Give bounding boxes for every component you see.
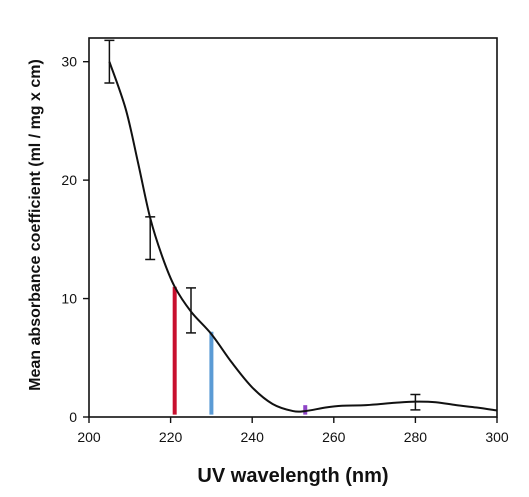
x-tick-label: 220	[159, 429, 183, 445]
y-axis-label: Mean absorbance coefficient (ml / mg x c…	[27, 59, 44, 391]
y-tick-label: 20	[61, 172, 77, 188]
x-tick-label: 280	[404, 429, 428, 445]
absorbance-curve	[108, 61, 498, 413]
x-tick-label: 300	[485, 429, 509, 445]
x-axis-label: UV wavelength (nm)	[197, 465, 388, 487]
y-tick-label: 30	[61, 54, 77, 70]
x-tick-label: 200	[77, 429, 101, 445]
plot-area: 200 220 240 260 280 300 0 10 20 30	[61, 37, 509, 445]
y-tick-label: 0	[69, 409, 77, 425]
y-tick-label: 10	[61, 291, 77, 307]
x-tick-label: 240	[241, 429, 265, 445]
x-tick-label: 260	[322, 429, 346, 445]
plot-frame	[88, 37, 498, 418]
